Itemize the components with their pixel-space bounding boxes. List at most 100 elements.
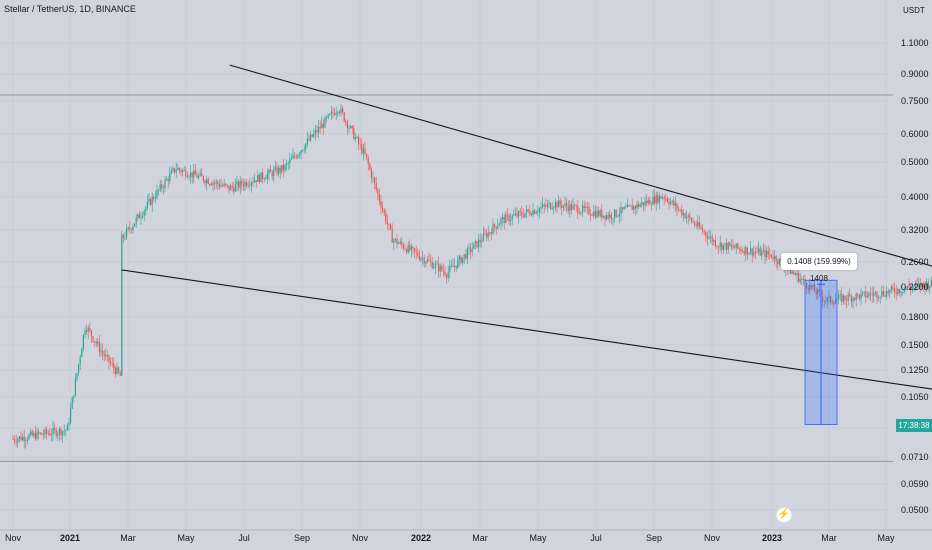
candle-body xyxy=(375,182,377,190)
candle-body xyxy=(686,217,688,219)
candle-body xyxy=(524,213,526,217)
candle-body xyxy=(228,185,230,191)
candle-body xyxy=(410,246,412,251)
candle-body xyxy=(142,215,144,218)
candle-body xyxy=(306,138,308,144)
candle-body xyxy=(753,251,755,256)
candle-body xyxy=(44,429,46,435)
time-tick-label: Jul xyxy=(238,533,250,543)
candle-body xyxy=(774,255,776,259)
time-axis[interactable]: Nov 2021 Mar May Jul Sep Nov 2022 Mar May Jul Sep No… xyxy=(0,529,932,543)
candle-body xyxy=(90,330,92,337)
candle-body xyxy=(777,261,779,265)
candle-body xyxy=(236,181,238,185)
candle-body xyxy=(65,430,67,432)
candle-body xyxy=(177,168,179,170)
candle-body xyxy=(334,113,336,115)
candle-body xyxy=(30,431,32,435)
candle-body xyxy=(705,231,707,236)
candle-body xyxy=(791,271,793,274)
candle-body xyxy=(567,206,569,211)
candle-body xyxy=(159,184,161,190)
candle-body xyxy=(343,112,345,122)
candle-body xyxy=(585,206,587,208)
candle-body xyxy=(756,251,758,253)
candle-body xyxy=(116,367,118,375)
candle-body xyxy=(561,204,563,208)
candle-body xyxy=(439,266,441,272)
candle-body xyxy=(838,295,840,299)
candle-body xyxy=(716,246,718,247)
time-tick-label: Sep xyxy=(646,533,662,543)
candle-body xyxy=(329,113,331,115)
candle-body xyxy=(620,207,622,215)
candle-body xyxy=(594,211,596,218)
candle-body xyxy=(57,434,59,437)
candle-body xyxy=(655,194,657,204)
candle-body xyxy=(650,204,652,206)
candle-body xyxy=(297,155,299,158)
candle-body xyxy=(391,229,393,243)
candle-body xyxy=(465,254,467,259)
candle-body xyxy=(46,429,48,434)
lightning-icon[interactable]: ⚡ xyxy=(776,507,792,523)
candle-body xyxy=(354,137,356,140)
candle-body xyxy=(446,275,448,278)
candle-body xyxy=(654,196,656,204)
candle-body xyxy=(916,283,918,285)
candle-body xyxy=(23,436,25,442)
price-tick-label: 0.5000 xyxy=(901,157,929,167)
candle-body xyxy=(767,250,769,255)
price-axis[interactable]: 1.1000 0.9000 0.7500 0.6000 0.5000 0.4000 0.32… xyxy=(901,38,929,515)
candle-body xyxy=(674,203,676,206)
candle-body xyxy=(383,209,385,213)
candle-body xyxy=(900,292,902,293)
candle-body xyxy=(441,266,443,271)
candle-body xyxy=(865,291,867,298)
measurement-tool[interactable] xyxy=(804,279,838,425)
candle-body xyxy=(145,207,147,211)
candle-body xyxy=(146,201,148,208)
candle-body xyxy=(817,289,819,295)
candle-body xyxy=(889,289,891,294)
candle-body xyxy=(122,234,124,238)
candle-body xyxy=(580,212,582,214)
candle-body xyxy=(866,295,868,298)
candle-body xyxy=(489,232,491,234)
candle-body xyxy=(233,187,235,192)
time-tick-label: Nov xyxy=(352,533,369,543)
candle-body xyxy=(748,252,750,255)
candle-body xyxy=(332,111,334,114)
candle-body xyxy=(708,237,710,239)
candle-body xyxy=(268,169,270,174)
candle-body xyxy=(92,336,94,342)
candle-body xyxy=(799,278,801,282)
candle-body xyxy=(71,397,73,409)
candle-body xyxy=(316,130,318,133)
candle-body xyxy=(238,181,240,188)
candle-body xyxy=(28,434,30,440)
candle-body xyxy=(582,205,584,213)
candle-body xyxy=(382,207,384,210)
candle-body xyxy=(247,185,249,187)
candle-body xyxy=(841,294,843,302)
candle-body xyxy=(714,239,716,247)
candle-body xyxy=(108,355,110,363)
candle-body xyxy=(681,209,683,216)
candle-body xyxy=(374,177,376,183)
candle-body xyxy=(215,181,217,184)
candle-body xyxy=(94,341,96,343)
candle-body xyxy=(862,291,864,294)
candle-body xyxy=(452,265,454,267)
candle-body xyxy=(300,150,302,154)
candle-body xyxy=(58,429,60,435)
candle-body xyxy=(327,114,329,118)
candle-body xyxy=(554,202,556,208)
candle-body xyxy=(711,236,713,242)
candle-body xyxy=(34,433,36,440)
candle-body xyxy=(577,206,579,214)
candle-body xyxy=(166,179,168,181)
candle-body xyxy=(722,244,724,250)
